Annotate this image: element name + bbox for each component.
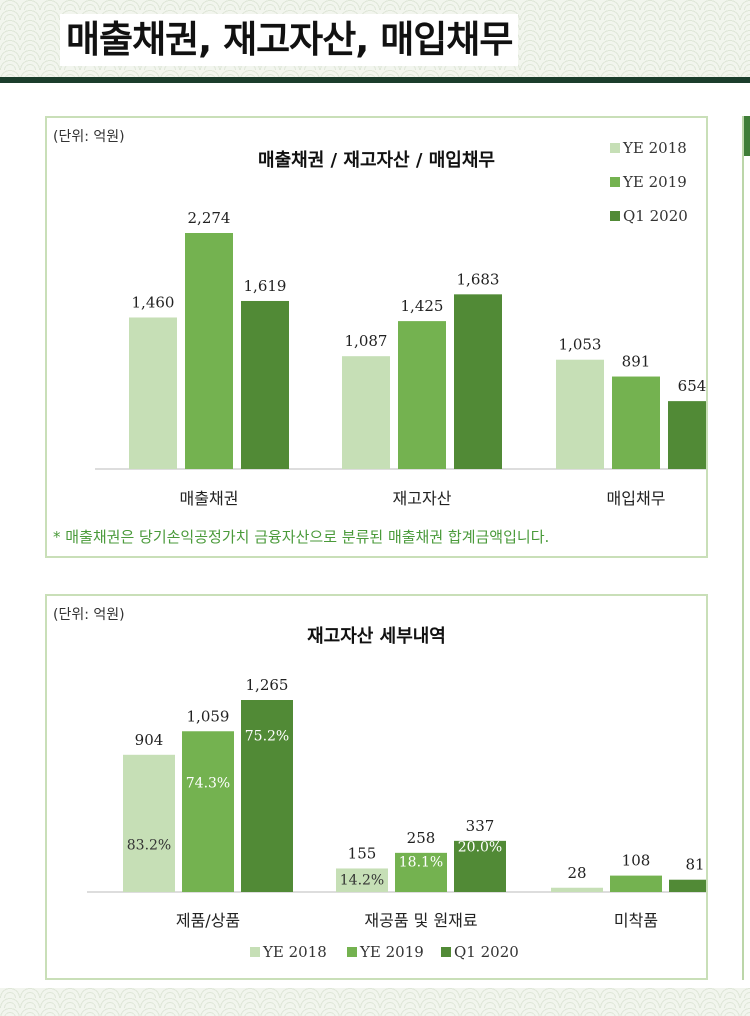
legend-label: YE 2018 — [262, 943, 327, 961]
legend-swatch-q12020 — [610, 211, 620, 221]
bar-q12020 — [241, 700, 293, 892]
chart-title: 재고자산 세부내역 — [307, 626, 446, 647]
category-label: 재고자산 — [393, 489, 452, 508]
data-label: 1,683 — [457, 270, 500, 288]
bar-ye2019 — [395, 852, 447, 892]
legend-label: Q1 2020 — [454, 943, 519, 961]
next-panel-edge — [742, 116, 750, 980]
bar-q12020 — [241, 300, 289, 469]
data-label: 28 — [567, 864, 586, 882]
receivables-bar-chart: 1,460 2,274 1,619 매출채권 1,087 1,425 1,683 재고자산 1,… — [95, 139, 706, 508]
category-label: 제품/상품 — [176, 911, 240, 930]
unit-label: (단위: 억원) — [53, 129, 125, 145]
data-label: 1,619 — [244, 277, 287, 295]
bar-ye2018 — [336, 868, 388, 892]
bar-q12020 — [454, 294, 502, 469]
data-label: 1,087 — [345, 332, 388, 350]
category-label: 미착품 — [614, 911, 658, 930]
data-label: 891 — [622, 353, 651, 371]
percent-label: 74.3% — [186, 776, 230, 792]
legend-label: YE 2018 — [622, 139, 687, 157]
bar-ye2018 — [129, 317, 177, 469]
bar-q12020 — [454, 840, 506, 892]
chart-title: 매출채권 / 재고자산 / 매입채무 — [258, 150, 495, 171]
legend-label: YE 2019 — [359, 943, 424, 961]
legend-label: Q1 2020 — [623, 207, 688, 225]
percent-label: 75.2% — [245, 728, 289, 744]
bar-ye2019 — [398, 321, 446, 469]
inventory-chart-panel: (단위: 억원) 재고자산 세부내역 904 83.2% 1,059 74.3% 1,2… — [45, 594, 708, 980]
legend-label: YE 2019 — [622, 173, 687, 191]
data-label: 1,460 — [132, 293, 175, 311]
unit-label: (단위: 억원) — [53, 607, 125, 623]
bar-ye2018 — [556, 359, 604, 469]
bar-ye2019 — [612, 376, 660, 469]
legend-swatch-ye2018 — [250, 947, 260, 957]
bar-ye2018 — [123, 754, 175, 892]
bar-ye2019 — [182, 731, 234, 892]
bar-ye2019 — [185, 233, 233, 469]
percent-label: 18.1% — [399, 855, 443, 871]
legend-swatch-ye2019 — [610, 177, 620, 187]
data-label: 258 — [407, 829, 436, 847]
data-label: 2,274 — [188, 209, 231, 227]
bar-q12020 — [669, 879, 706, 892]
data-label: 108 — [622, 852, 651, 870]
footer-pattern — [0, 988, 750, 1016]
data-label: 81 — [685, 856, 704, 874]
data-label: 1,265 — [246, 676, 289, 694]
data-label: 654 — [678, 377, 706, 395]
category-label: 매입채무 — [607, 489, 666, 508]
data-label: 904 — [135, 731, 164, 749]
receivables-chart-panel: (단위: 억원) 매출채권 / 재고자산 / 매입채무 1,460 2,274 1,… — [45, 116, 708, 558]
bar-ye2018 — [342, 356, 390, 469]
category-label: 매출채권 — [180, 489, 239, 508]
bar-ye2018 — [551, 887, 603, 892]
data-label: 1,059 — [187, 707, 230, 725]
legend-swatch-q12020 — [441, 947, 451, 957]
percent-label: 83.2% — [127, 837, 171, 853]
legend-swatch-ye2018 — [610, 143, 620, 153]
page-title: 매출채권, 재고자산, 매입채무 — [60, 14, 519, 66]
data-label: 155 — [348, 844, 377, 862]
data-label: 1,425 — [401, 297, 444, 315]
inventory-bar-chart: 904 83.2% 1,059 74.3% 1,265 75.2% 제품/상품 155 14.2… — [87, 676, 706, 961]
bar-ye2019 — [610, 875, 662, 892]
category-label: 재공품 및 원재료 — [364, 911, 477, 930]
legend-swatch-ye2019 — [347, 947, 357, 957]
percent-label: 20.0% — [458, 840, 502, 856]
chart-footnote: * 매출채권은 당기손익공정가치 금융자산으로 분류된 매출채권 합계금액입니다… — [53, 528, 550, 546]
data-label: 1,053 — [559, 336, 602, 354]
percent-label: 14.2% — [340, 873, 384, 889]
bar-q12020 — [668, 401, 706, 469]
data-label: 337 — [466, 817, 495, 835]
title-divider — [0, 77, 750, 83]
next-panel-tab — [744, 116, 750, 156]
